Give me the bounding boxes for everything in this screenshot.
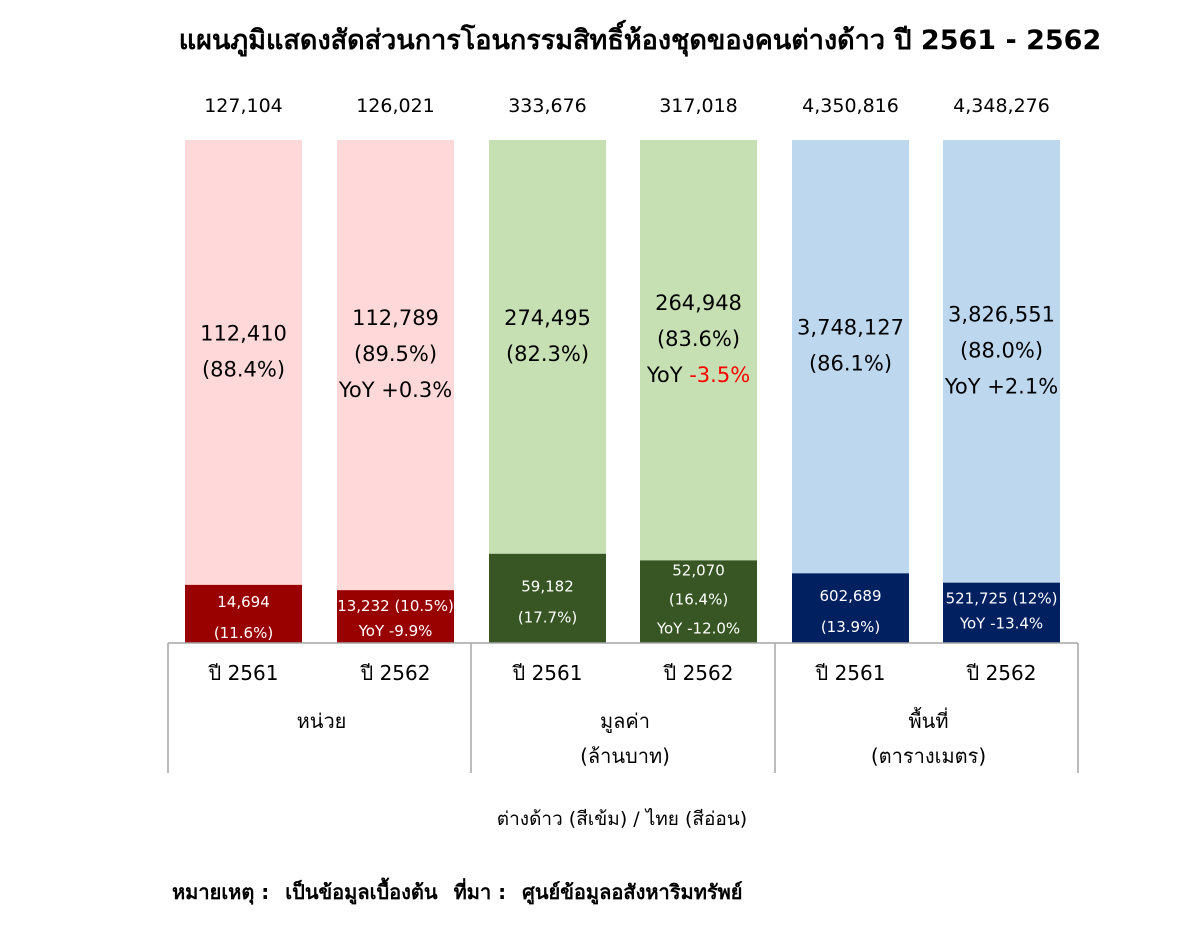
chart-title: แผนภูมิแสดงสัดส่วนการโอนกรรมสิทธิ์ห้องชุ… [178,25,1102,56]
bar-thai-segment [792,140,909,574]
bar-thai-segment [943,140,1060,583]
foreign-value-label: 602,689 [819,587,881,605]
foreign-yoy-label: YoY -13.4% [959,615,1043,633]
thai-value-label: 264,948 [655,291,742,315]
group-label-unit: (ล้านบาท) [580,744,670,768]
footnote: หมายเหตุ : เป็นข้อมูลเบื้องต้น ที่มา : ศูนย… [172,876,759,908]
foreign-yoy-label: YoY -9.9% [358,622,433,640]
foreign-percent-label: (17.7%) [518,608,577,626]
thai-percent-label: (89.5%) [354,342,437,366]
foreign-percent-label: (16.4%) [669,590,728,608]
bar-total-label: 317,018 [659,95,738,117]
thai-percent-label: (88.4%) [202,357,285,381]
bar-foreign-segment [792,573,909,643]
group-label: มูลค่า [600,709,650,734]
bar-total-label: 126,021 [356,95,435,117]
group-label: พื้นที่ [908,707,948,733]
bar-total-label: 4,350,816 [802,95,899,117]
bar-foreign-segment [337,590,454,643]
category-label: ปี 2561 [815,661,885,685]
bar-total-label: 127,104 [204,95,283,117]
bar-total-label: 333,676 [508,95,587,117]
thai-percent-label: (88.0%) [960,338,1043,362]
bar-foreign-segment [640,560,757,643]
thai-value-label: 112,410 [200,321,287,345]
category-label: ปี 2562 [360,661,430,685]
thai-yoy-label: YoY -3.5% [646,363,750,387]
category-label: ปี 2561 [208,661,278,685]
foreign-percent-label: (11.6%) [214,624,273,642]
thai-value-label: 3,826,551 [948,302,1055,326]
thai-percent-label: (82.3%) [506,342,589,366]
footnote-note: เป็นข้อมูลเบื้องต้น [285,880,438,904]
bar-foreign-segment [489,553,606,643]
thai-percent-label: (83.6%) [657,327,740,351]
category-label: ปี 2562 [663,661,733,685]
group-label-unit: (ตารางเมตร) [871,744,986,768]
source-text: ศูนย์ข้อมูลอสังหาริมทรัพย์ [522,880,743,904]
category-label: ปี 2561 [512,661,582,685]
bar-thai-segment [337,140,454,591]
thai-value-label: 112,789 [352,306,439,330]
foreign-percent-label: (13.9%) [821,618,880,636]
bar-thai-segment [185,140,302,585]
foreign-value-label: 13,232 (10.5%) [337,597,454,615]
bar-foreign-segment [943,582,1060,643]
foreign-value-label: 521,725 (12%) [946,590,1058,608]
bar-thai-segment [489,140,606,554]
footnote-label: หมายเหตุ : [172,880,270,904]
foreign-value-label: 52,070 [672,561,725,579]
bar-thai-segment [640,140,757,561]
legend-note: ต่างด้าว (สีเข้ม) / ไทย (สีอ่อน) [496,808,748,830]
thai-value-label: 274,495 [504,306,591,330]
thai-yoy-label: YoY +0.3% [338,378,452,402]
thai-yoy-label: YoY +2.1% [944,374,1058,398]
foreign-value-label: 14,694 [217,593,270,611]
foreign-value-label: 59,182 [521,577,574,595]
bar-foreign-segment [185,584,302,643]
bar-total-label: 4,348,276 [953,95,1050,117]
thai-percent-label: (86.1%) [809,352,892,376]
foreign-yoy-label: YoY -12.0% [656,619,740,637]
source-label: ที่มา : [453,880,507,904]
thai-value-label: 3,748,127 [797,316,904,340]
category-label: ปี 2562 [966,661,1036,685]
group-label: หน่วย [297,709,347,733]
